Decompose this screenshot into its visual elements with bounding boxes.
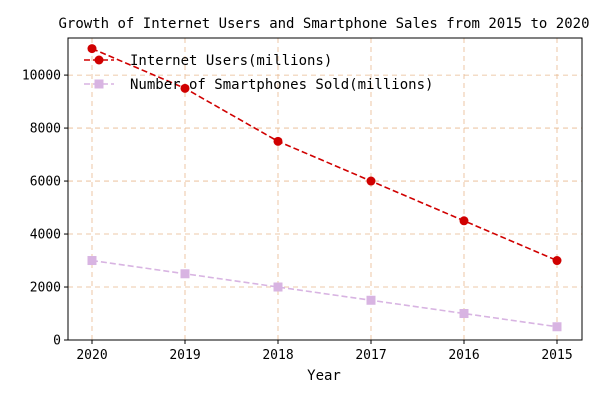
data-point [273, 282, 283, 292]
data-point [459, 216, 469, 226]
x-tick-label: 2017 [355, 348, 386, 363]
legend-item: Internet Users(millions) [84, 53, 332, 69]
legend-item: Number of Smartphones Sold(millions) [84, 77, 433, 93]
series-line [91, 47, 558, 262]
y-tick-label: 8000 [30, 122, 61, 137]
data-point [366, 295, 376, 305]
y-tick-label: 2000 [30, 281, 61, 296]
data-point [180, 83, 190, 93]
chart-title: Growth of Internet Users and Smartphone … [58, 16, 589, 32]
y-tick-label: 6000 [30, 175, 61, 190]
series-line [91, 259, 558, 328]
legend-label: Number of Smartphones Sold(millions) [130, 77, 433, 93]
legend-marker [94, 55, 104, 65]
plot-frame [67, 37, 583, 341]
y-tick-label: 4000 [30, 228, 61, 243]
x-tick-label: 2020 [76, 348, 107, 363]
data-point [366, 176, 376, 186]
axis-ticks: 2020 2019 2018 2017 2016 2015 0 2000 4000 6000 800… [22, 69, 573, 363]
plot-series [87, 44, 562, 332]
data-point [552, 322, 562, 332]
legend-marker [94, 79, 104, 89]
x-tick-label: 2018 [262, 348, 293, 363]
x-tick-label: 2016 [448, 348, 479, 363]
data-point [87, 44, 97, 54]
series-1 [87, 44, 562, 266]
data-point [180, 269, 190, 279]
data-point [273, 136, 283, 146]
series-2 [87, 256, 562, 332]
legend: Internet Users(millions) Number of Smartp… [84, 53, 433, 93]
x-tick-label: 2019 [169, 348, 200, 363]
data-point [459, 309, 469, 319]
y-tick-label: 10000 [22, 69, 61, 84]
legend-label: Internet Users(millions) [130, 53, 332, 69]
x-tick-label: 2015 [541, 348, 572, 363]
y-tick-label: 0 [53, 334, 61, 349]
x-axis-label: Year [307, 368, 341, 384]
data-point [87, 256, 97, 266]
data-point [552, 256, 562, 266]
